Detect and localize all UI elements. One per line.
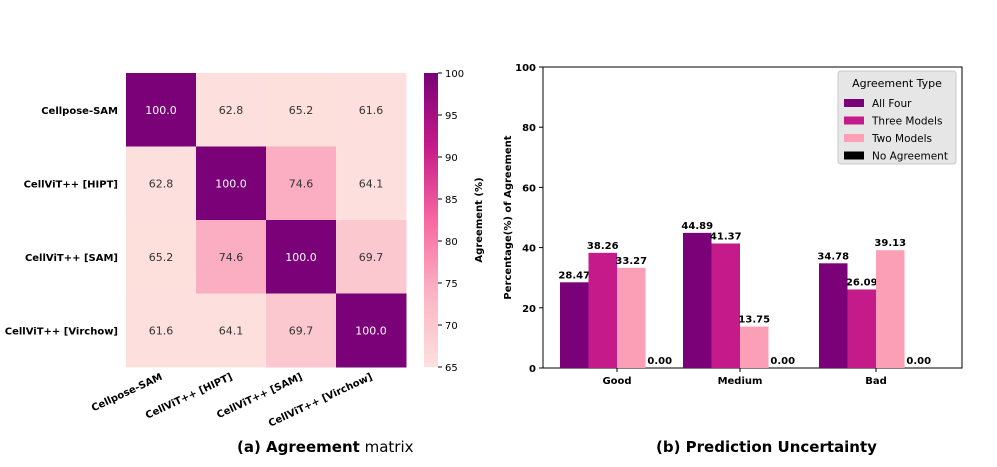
heatmap-cell bbox=[336, 146, 407, 221]
bar bbox=[711, 243, 740, 368]
prediction-uncertainty-chart: 0 20 40 60 80 100 Percentage(%) of Agreement Go… bbox=[503, 63, 963, 387]
x-tick-label: Good bbox=[602, 376, 631, 387]
heatmap-cell bbox=[266, 73, 337, 147]
legend-label: Two Models bbox=[871, 133, 932, 145]
bar bbox=[740, 326, 769, 368]
x-tick-label: Bad bbox=[865, 376, 887, 387]
bar bbox=[876, 250, 905, 368]
bar bbox=[617, 267, 646, 368]
y-tick-label: 80 bbox=[522, 123, 536, 134]
bar-value-label: 13.75 bbox=[738, 315, 770, 326]
bar bbox=[560, 282, 589, 368]
legend-swatch bbox=[844, 151, 864, 160]
bar-value-label: 39.13 bbox=[874, 238, 906, 249]
heatmap-cell-value: 100.0 bbox=[355, 324, 387, 337]
y-tick-label: 0 bbox=[529, 364, 536, 375]
agreement-matrix: 100.0 62.8 65.2 61.6 62.8 100.0 74.6 64.1 65.2 74… bbox=[5, 73, 407, 430]
y-tick-label: 60 bbox=[522, 183, 536, 194]
heatmap-cell-value: 69.7 bbox=[289, 324, 314, 337]
heatmap-cell-value: 100.0 bbox=[145, 104, 177, 117]
bar-value-label: 0.00 bbox=[647, 356, 672, 367]
y-tick-label: 100 bbox=[515, 63, 536, 74]
bar-value-label: 38.26 bbox=[587, 241, 619, 252]
bar-value-label: 33.27 bbox=[615, 256, 647, 267]
heatmap-cell-value: 64.1 bbox=[219, 324, 244, 337]
colorbar-label: Agreement (%) bbox=[474, 177, 485, 262]
heatmap-cell-value: 62.8 bbox=[219, 104, 244, 117]
heatmap-cell bbox=[196, 73, 267, 147]
y-tick-label: 40 bbox=[522, 244, 536, 255]
heatmap-cell bbox=[266, 146, 337, 221]
colorbar-tick-label: 75 bbox=[445, 279, 458, 290]
colorbar-tick-label: 70 bbox=[445, 321, 458, 332]
bar-value-label: 28.47 bbox=[558, 270, 590, 281]
heatmap-cell-value: 65.2 bbox=[289, 104, 314, 117]
heatmap-cell-value: 61.6 bbox=[149, 324, 174, 337]
y-tick-label: 20 bbox=[522, 304, 536, 315]
heatmap-cell bbox=[266, 220, 337, 294]
legend-title: Agreement Type bbox=[852, 77, 942, 90]
bar bbox=[847, 289, 876, 368]
heatmap-cell bbox=[266, 293, 337, 368]
caption-agreement-matrix: (a) Agreement matrix bbox=[237, 438, 414, 456]
bar-value-label: 0.00 bbox=[770, 356, 795, 367]
legend-swatch bbox=[844, 116, 864, 125]
x-tick-label: Medium bbox=[718, 376, 763, 387]
heatmap-cell-value: 69.7 bbox=[359, 251, 384, 264]
heatmap-cell bbox=[196, 146, 267, 221]
heatmap-cell bbox=[126, 220, 197, 294]
bar-value-label: 44.89 bbox=[681, 221, 713, 232]
colorbar-tick-label: 95 bbox=[445, 111, 458, 122]
legend-label: All Four bbox=[872, 98, 912, 110]
bar-value-label: 0.00 bbox=[906, 356, 931, 367]
heatmap-cell-value: 61.6 bbox=[359, 104, 384, 117]
legend-swatch bbox=[844, 99, 864, 107]
colorbar-gradient bbox=[424, 73, 438, 367]
bar-value-label: 26.09 bbox=[846, 277, 878, 288]
bar-value-label: 34.78 bbox=[817, 251, 849, 262]
legend-box bbox=[837, 70, 957, 165]
heatmap-cell bbox=[196, 293, 267, 368]
colorbar-tick-label: 80 bbox=[445, 237, 458, 248]
bar-value-label: 41.37 bbox=[710, 231, 742, 242]
y-axis-label: Percentage(%) of Agreement bbox=[503, 135, 514, 299]
heatmap-cell-value: 65.2 bbox=[149, 251, 174, 264]
bar bbox=[819, 263, 848, 368]
heatmap-cell bbox=[336, 293, 407, 368]
heatmap-cell-value: 64.1 bbox=[359, 177, 384, 190]
legend-label: No Agreement bbox=[872, 151, 948, 163]
colorbar: 100 95 90 85 80 75 70 65 Agreement (%) bbox=[424, 69, 485, 374]
legend-swatch bbox=[844, 134, 864, 142]
legend-label: Three Models bbox=[871, 116, 942, 128]
heatmap-cell bbox=[126, 146, 197, 221]
heatmap-cell bbox=[336, 220, 407, 294]
colorbar-tick-label: 65 bbox=[445, 363, 458, 374]
heatmap-cell-value: 100.0 bbox=[285, 251, 317, 264]
colorbar-tick-label: 90 bbox=[445, 153, 458, 164]
heatmap-cell-value: 100.0 bbox=[215, 177, 247, 190]
colorbar-tick-label: 85 bbox=[445, 195, 458, 206]
heatmap-cell bbox=[126, 293, 197, 368]
bar bbox=[683, 232, 712, 368]
heatmap-cell bbox=[196, 220, 267, 294]
caption-prediction-uncertainty: (b) Prediction Uncertainty bbox=[656, 438, 877, 456]
row-label: CellViT++ [HIPT] bbox=[24, 179, 118, 190]
bar bbox=[588, 252, 617, 368]
heatmap-cell bbox=[336, 73, 407, 147]
row-label: CellViT++ [SAM] bbox=[25, 253, 118, 264]
row-label: Cellpose-SAM bbox=[41, 106, 118, 117]
heatmap-cell bbox=[126, 73, 197, 147]
heatmap-cell-value: 74.6 bbox=[289, 177, 314, 190]
colorbar-tick-label: 100 bbox=[445, 69, 464, 80]
heatmap-cell-value: 74.6 bbox=[219, 251, 244, 264]
heatmap-cell-value: 62.8 bbox=[149, 177, 174, 190]
row-label: CellViT++ [Virchow] bbox=[5, 326, 118, 337]
